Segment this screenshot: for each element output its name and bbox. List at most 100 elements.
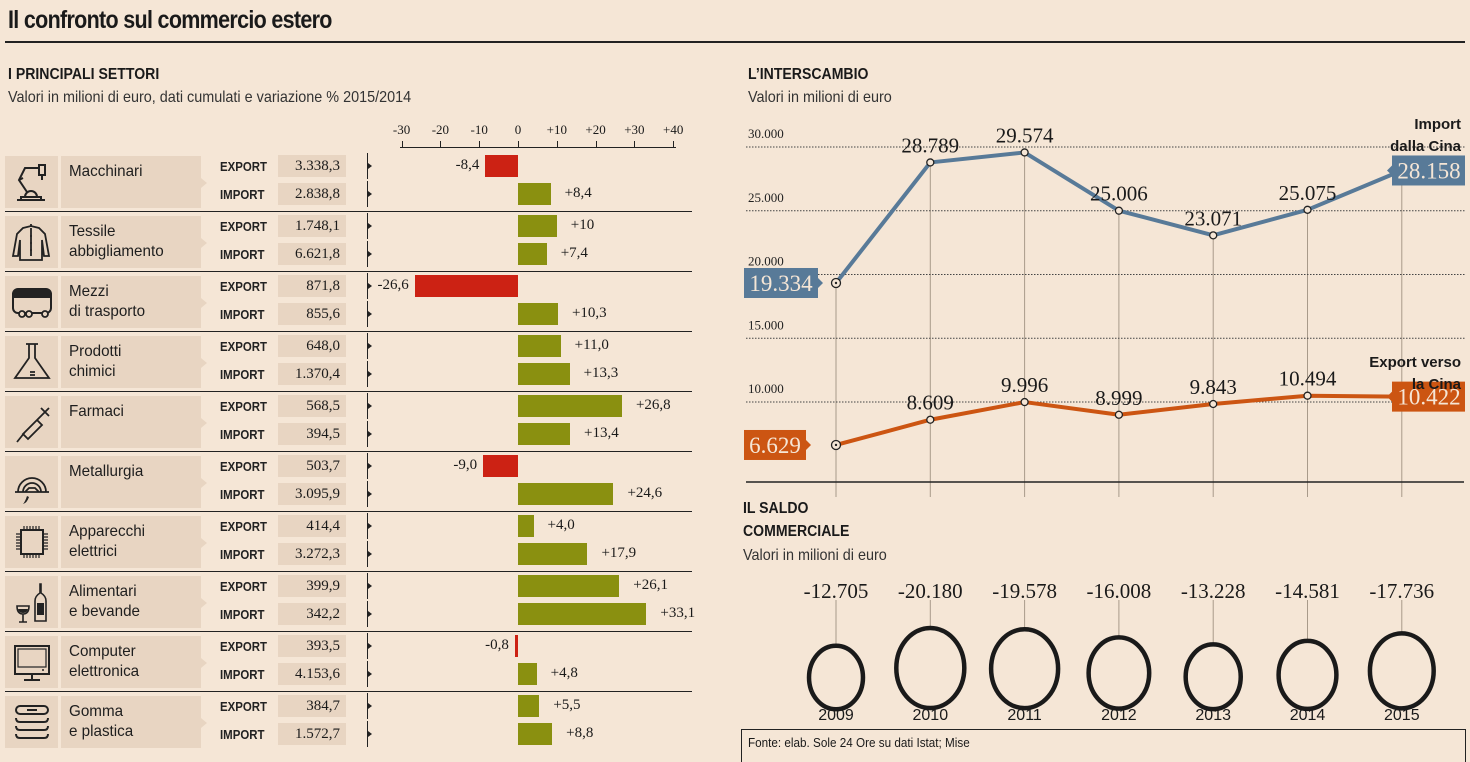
export-change-bar xyxy=(518,395,622,417)
helmet-icon xyxy=(15,477,49,504)
export-row: EXPORT 503,7 xyxy=(210,453,690,479)
row-axis-marker xyxy=(368,283,372,289)
export-value-box: 648,0 xyxy=(278,335,346,357)
export-change-bar xyxy=(483,455,518,477)
row-axis-marker xyxy=(368,311,372,317)
export-value-box: 3.338,3 xyxy=(278,155,346,177)
import-row: IMPORT 4.153,6 xyxy=(210,661,690,687)
export-label: EXPORT xyxy=(220,279,268,294)
import-value-box: 3.095,9 xyxy=(278,483,346,505)
robot-arm-icon xyxy=(17,164,46,201)
export-value-box: 1.748,1 xyxy=(278,215,346,237)
sector-label-box: Alimentari e bevande xyxy=(61,576,207,628)
row-axis-marker xyxy=(368,343,372,349)
row-axis-line xyxy=(367,393,368,419)
import-row: IMPORT 342,2 xyxy=(210,601,690,627)
sector-group: Tessile abbigliamento EXPORT 1.748,1 +10 IMP… xyxy=(5,213,692,272)
row-axis-line xyxy=(367,361,368,387)
axis-tick xyxy=(556,141,558,147)
saldo-value-label: -13.228 xyxy=(1181,579,1246,603)
import-label: IMPORT xyxy=(220,607,265,622)
saldo-value-label: -16.008 xyxy=(1087,579,1152,603)
export-value: 3.338,3 xyxy=(295,158,340,174)
sector-icon-box xyxy=(5,696,58,748)
saldo-value-label: -20.180 xyxy=(898,579,963,603)
sector-group: Alimentari e bevande EXPORT 399,9 +26,1 IMPO… xyxy=(5,573,696,632)
export-label: EXPORT xyxy=(220,579,268,594)
sector-group: Gomma e plastica EXPORT 384,7 +5,5 IMPORT 1.5… xyxy=(5,693,692,751)
export-row: EXPORT 3.338,3 xyxy=(210,153,690,179)
group-divider xyxy=(5,571,692,572)
import-value: 394,5 xyxy=(306,426,340,442)
sector-icon-box xyxy=(5,456,58,508)
sector-label-box: Farmaci xyxy=(61,396,207,448)
sectors-heading: I PRINCIPALI SETTORI xyxy=(8,66,160,83)
import-value: 4.153,6 xyxy=(295,666,340,682)
saldo-bubble xyxy=(1367,631,1436,711)
title-divider xyxy=(5,41,1465,43)
sector-group: Apparecchi elettrici EXPORT 414,4 +4,0 IMPOR… xyxy=(5,513,692,572)
import-change-bar xyxy=(518,363,570,385)
sector-name: Mezzi di trasporto xyxy=(69,283,146,320)
data-point xyxy=(926,415,935,424)
sector-group: Computer elettronica EXPORT 393,5 -0,8 IMPOR… xyxy=(5,633,692,692)
saldo-bubble xyxy=(1276,638,1339,712)
sector-name: Macchinari xyxy=(69,163,143,180)
import-value-box: 6.621,8 xyxy=(278,243,346,265)
export-row: EXPORT 568,5 xyxy=(210,393,690,419)
year-label: 2011 xyxy=(1007,707,1042,724)
import-label: IMPORT xyxy=(220,427,265,442)
saldo-value-label: -12.705 xyxy=(804,579,869,603)
import-value-box: 394,5 xyxy=(278,423,346,445)
sector-label-box: Gomma e plastica xyxy=(61,696,207,748)
page-title: Il confronto sul commercio estero xyxy=(8,6,332,34)
import-value: 3.272,3 xyxy=(295,546,340,562)
sector-icon-box xyxy=(5,216,58,268)
export-change-label: +26,1 xyxy=(633,577,668,593)
row-axis-line xyxy=(367,661,368,687)
sector-name: Prodotti chimici xyxy=(69,343,122,380)
sector-icon-box xyxy=(5,336,58,388)
sectors-subtitle: Valori in milioni di euro, dati cumulati… xyxy=(8,89,412,106)
export-change-bar xyxy=(518,215,557,237)
export-label: EXPORT xyxy=(220,699,268,714)
sector-icon-box xyxy=(5,396,58,448)
badge-pointer xyxy=(818,277,823,288)
data-label: 9.843 xyxy=(1190,375,1237,399)
sector-icon-box xyxy=(5,276,58,328)
import-change-label: +10,3 xyxy=(571,305,607,321)
axis-tick-label: +10 xyxy=(546,122,567,137)
export-change-bar xyxy=(485,155,518,177)
saldo-heading-line2: COMMERCIALE xyxy=(743,523,850,540)
import-change-bar xyxy=(518,243,547,265)
export-value: 384,7 xyxy=(306,698,340,714)
series-name: dalla Cina xyxy=(1390,138,1462,155)
row-axis-line xyxy=(367,421,368,447)
export-value: 414,4 xyxy=(306,518,340,534)
year-label: 2012 xyxy=(1101,707,1137,724)
saldo-value-label: -17.736 xyxy=(1369,579,1434,603)
export-change-bar xyxy=(518,575,620,597)
export-change-bar xyxy=(514,635,518,657)
row-axis-marker xyxy=(368,643,372,649)
group-divider xyxy=(5,631,692,632)
axis-tick-label: +30 xyxy=(624,122,645,137)
data-label: 29.574 xyxy=(996,123,1054,147)
y-tick-label: 15.000 xyxy=(748,317,784,332)
stack-icon xyxy=(15,705,49,739)
row-axis-marker xyxy=(368,551,372,557)
import-change-label: +4,8 xyxy=(550,665,578,681)
source-note: Fonte: elab. Sole 24 Ore su dati Istat; … xyxy=(748,735,970,750)
import-change-label: +33,1 xyxy=(660,605,696,621)
sector-label-box: Macchinari xyxy=(61,156,207,208)
interscambio-heading: L’INTERSCAMBIO xyxy=(748,66,869,83)
import-value-box: 1.370,4 xyxy=(278,363,346,385)
import-label: IMPORT xyxy=(220,727,265,742)
y-tick-label: 30.000 xyxy=(748,126,784,141)
export-value: 503,7 xyxy=(306,458,340,474)
import-change-label: +24,6 xyxy=(627,485,663,501)
group-divider xyxy=(5,691,692,692)
row-axis-marker xyxy=(368,703,372,709)
import-value: 1.572,7 xyxy=(295,726,340,742)
row-axis-marker xyxy=(368,403,372,409)
